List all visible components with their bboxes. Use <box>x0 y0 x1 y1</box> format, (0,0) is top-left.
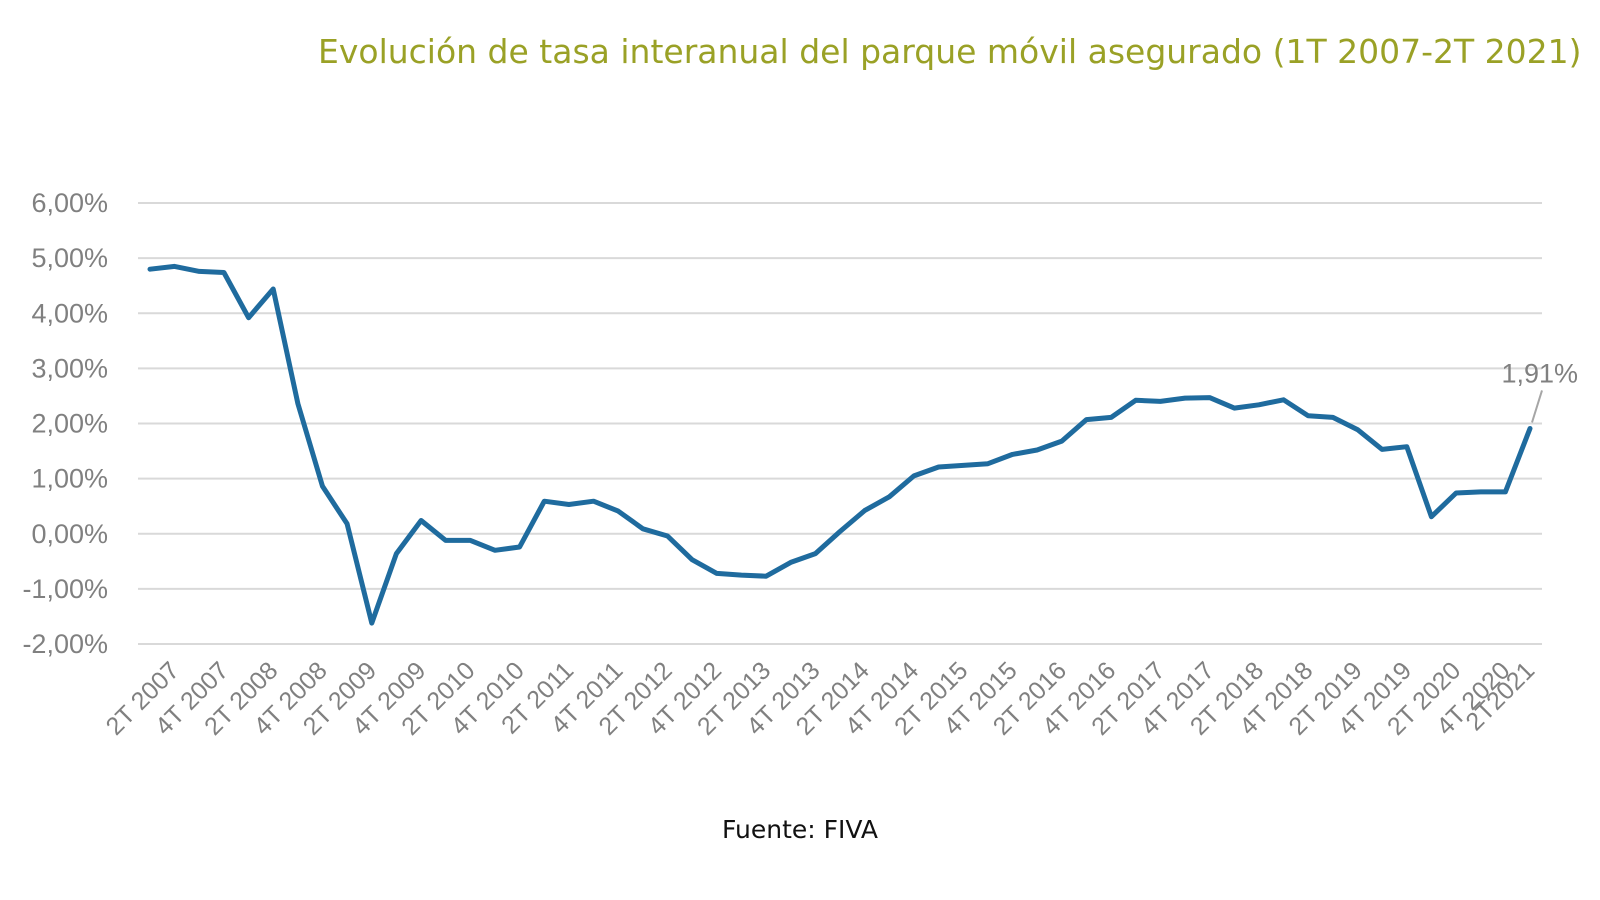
series-group <box>147 263 1533 626</box>
y-tick-label: 0,00% <box>31 519 108 549</box>
annotations: 1,91% <box>1501 358 1578 423</box>
annotation-label: 1,91% <box>1501 358 1578 388</box>
y-axis-tick-labels: 6,00% 5,00% 4,00% 3,00% 2,00% 1,00% 0,00% -1,00… <box>22 188 108 659</box>
y-tick-label: -1,00% <box>22 574 108 604</box>
y-tick-label: 4,00% <box>31 298 108 328</box>
y-tick-label: 3,00% <box>31 353 108 383</box>
y-tick-label: -2,00% <box>22 629 108 659</box>
source-note: Fuente: FIVA <box>722 815 878 844</box>
annotation-leader-line <box>1531 390 1543 423</box>
y-tick-label: 2,00% <box>31 409 108 439</box>
y-tick-label: 1,00% <box>31 464 108 494</box>
y-tick-label: 6,00% <box>31 188 108 218</box>
series-line <box>147 263 1533 626</box>
chart-title: Evolución de tasa interanual del parque … <box>318 32 1582 71</box>
y-tick-label: 5,00% <box>31 243 108 273</box>
gridlines <box>138 202 1542 645</box>
